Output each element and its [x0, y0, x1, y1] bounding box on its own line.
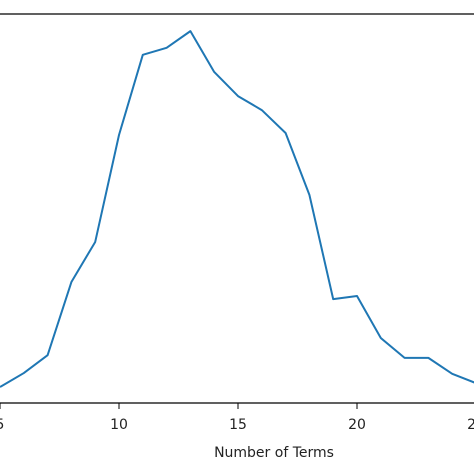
- x-tick-label: 15: [229, 417, 247, 433]
- x-tick-label: 10: [110, 417, 128, 433]
- x-axis-label: Number of Terms: [214, 445, 334, 461]
- x-tick-label: 5: [0, 417, 4, 433]
- x-tick-label: 25: [467, 417, 474, 433]
- x-tick-label: 20: [348, 417, 366, 433]
- data-line: [0, 30, 474, 388]
